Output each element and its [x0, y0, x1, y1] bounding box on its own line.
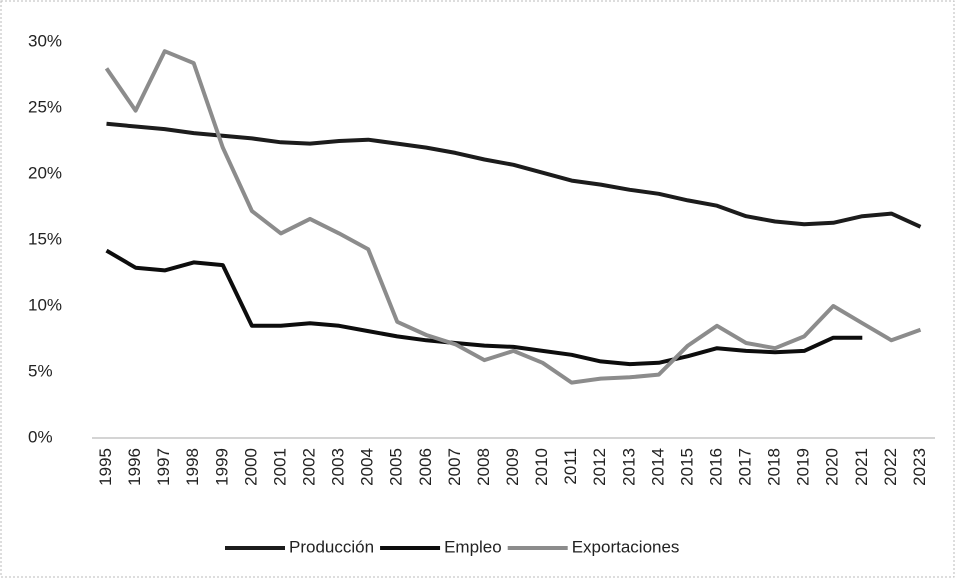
series-line: [104, 49, 922, 385]
x-tick-label: 2009: [503, 448, 522, 486]
x-tick-label: 2006: [416, 448, 435, 486]
y-tick-label: 20%: [28, 163, 62, 182]
x-tick-label: 2014: [648, 448, 667, 486]
x-tick-label: 2023: [910, 448, 929, 486]
x-tick-label: 2018: [765, 448, 784, 486]
x-tick-label: 2019: [794, 448, 813, 486]
x-tick-label: 1997: [154, 448, 173, 486]
x-tick-label: 2013: [619, 448, 638, 486]
x-tick-label: 1999: [212, 448, 231, 486]
y-tick-label: 10%: [28, 295, 62, 314]
x-tick-label: 1995: [96, 448, 115, 486]
x-tick-label: 2011: [561, 448, 580, 485]
series-line: [105, 248, 863, 367]
x-tick-label: 2001: [270, 448, 289, 486]
x-tick-label: 2008: [474, 448, 493, 486]
x-tick-label: 2005: [387, 448, 406, 486]
x-tick-label: 2017: [736, 448, 755, 486]
x-tick-label: 2021: [852, 448, 871, 486]
legend-label: Exportaciones: [572, 537, 680, 556]
legend-label: Producción: [289, 537, 374, 556]
x-tick-label: 2016: [706, 448, 725, 486]
x-tick-label: 2000: [241, 448, 260, 486]
y-tick-label: 5%: [28, 361, 53, 380]
x-tick-label: 2022: [881, 448, 900, 486]
x-tick-label: 2002: [300, 448, 319, 486]
x-tick-label: 2020: [823, 448, 842, 486]
x-tick-label: 1996: [125, 448, 144, 486]
x-tick-label: 2015: [677, 448, 696, 486]
x-tick-label: 1998: [183, 448, 202, 486]
x-tick-label: 2010: [532, 448, 551, 486]
x-tick-label: 2004: [358, 448, 377, 486]
y-tick-label: 15%: [28, 229, 62, 248]
y-tick-label: 30%: [28, 31, 62, 50]
y-tick-label: 25%: [28, 97, 62, 116]
x-tick-label: 2003: [329, 448, 348, 486]
x-tick-label: 2012: [590, 448, 609, 486]
y-tick-label: 0%: [28, 427, 53, 446]
legend-label: Empleo: [444, 537, 502, 556]
x-tick-label: 2007: [445, 448, 464, 486]
series-line: [106, 121, 922, 229]
